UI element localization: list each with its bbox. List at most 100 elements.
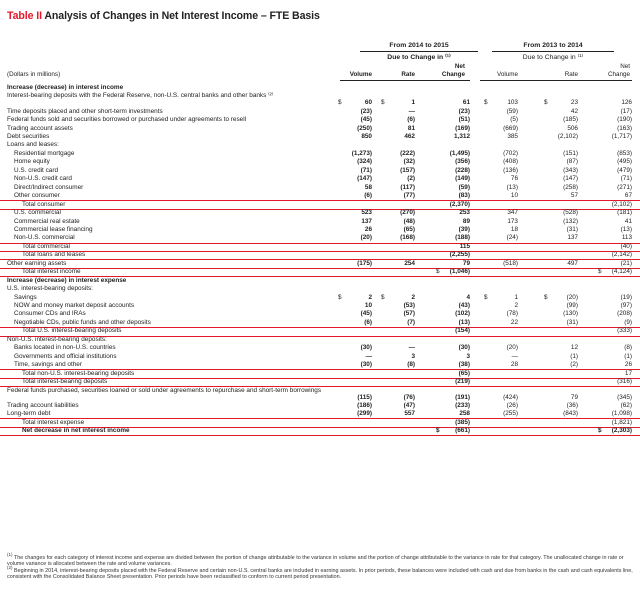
cell-value: (356) (455, 158, 470, 166)
row-label: Debt securities (7, 133, 50, 140)
cell-value: (528) (563, 209, 578, 217)
cell-value: (6) (407, 116, 415, 124)
row-label: Non-U.S. commercial (14, 234, 75, 242)
dollar-sign: $ (381, 99, 385, 107)
dollar-sign: $ (484, 99, 488, 107)
cell-value: 79 (462, 259, 470, 267)
row-label: Increase (decrease) in interest income (7, 84, 124, 91)
cell-value: 1 (411, 99, 415, 107)
table-title-text: Analysis of Changes in Net Interest Inco… (44, 10, 320, 22)
cell-value: 254 (404, 259, 415, 267)
cell-value: 28 (510, 361, 518, 369)
cell-value: (151) (563, 149, 578, 157)
cell-value: (2) (570, 361, 578, 369)
dollar-sign: $ (484, 293, 488, 301)
table-row: Trading account liabilities (186) (47) (233… (0, 402, 640, 410)
cell-value: (2,102) (611, 200, 632, 208)
col-header-volume-2014: Volume (496, 71, 518, 78)
cell-value: (30) (360, 344, 372, 352)
row-label: Banks located in non-U.S. countries (14, 344, 116, 352)
cell-value: (2,102) (557, 133, 578, 140)
col-header-net-2015: Net (454, 63, 465, 70)
cell-value: 79 (570, 393, 578, 401)
cell-value: (228) (455, 166, 470, 174)
table-title: Table II Analysis of Changes in Net Inte… (7, 10, 320, 22)
cell-value: (219) (455, 378, 470, 386)
cell-value: 1 (514, 293, 518, 301)
col-header-net-2014: Net (620, 63, 630, 70)
row-label: Trading account assets (7, 124, 73, 132)
footnote-text: Beginning in 2014, interest-bearing depo… (7, 567, 633, 581)
row-label: Trading account liabilities (7, 401, 79, 409)
cell-value: (31) (566, 225, 578, 233)
table-row: Negotiable CDs, public funds and other d… (0, 318, 640, 329)
table-row: NOW and money market deposit accounts 10 (… (0, 302, 640, 310)
group-header-2013-2014: From 2013 to 2014 Due to Change in ⁽¹⁾ (492, 42, 614, 61)
cell-value: (13) (620, 225, 632, 233)
cell-value: 58 (364, 183, 372, 191)
row-label: Other consumer (14, 192, 60, 200)
table-number: Table II (7, 10, 42, 22)
cell-value: 26 (624, 361, 632, 369)
table-row: Trading account assets (250) 81 (169) (669) 5… (0, 125, 640, 133)
cell-value: (26) (506, 401, 518, 409)
cell-value: 18 (510, 225, 518, 233)
col-header-rate-2015: Rate (401, 71, 415, 78)
cell-value: (65) (403, 225, 415, 233)
cell-value: (31) (566, 318, 578, 326)
cell-value: (669) (503, 124, 518, 132)
cell-value: (385) (455, 418, 470, 426)
dollar-sign: $ (338, 293, 342, 301)
cell-value: 103 (507, 99, 518, 107)
cell-value: (19) (620, 293, 632, 301)
table-row: Other consumer (6) (77) (83) 10 57 67 (0, 192, 640, 202)
row-label: U.S. interest-bearing deposits: (7, 285, 93, 293)
cell-value: (149) (455, 175, 470, 183)
cell-value: — (511, 352, 518, 360)
cell-value: (9) (624, 318, 632, 326)
table-row: Loans and leases: (0, 141, 640, 149)
cell-value: (222) (400, 149, 415, 157)
col-header-rate-2014: Rate (564, 71, 578, 78)
cell-value: 10 (364, 302, 372, 309)
row-label: Total commercial (22, 242, 70, 250)
cell-value: (157) (400, 166, 415, 174)
cell-value: (2,255) (449, 251, 470, 259)
dollar-sign: $ (544, 293, 548, 301)
table-row: Commercial lease financing 26 (65) (39) 18 (3… (0, 226, 640, 234)
cell-value: (147) (357, 175, 372, 183)
cell-value: (21) (620, 259, 632, 267)
cell-value: (24) (506, 234, 518, 242)
table-row: Banks located in non-U.S. countries (30) —… (0, 344, 640, 352)
table-row: Federal funds sold and securities borrow… (0, 116, 640, 124)
cell-value: 2 (514, 302, 518, 309)
cell-value: 113 (621, 234, 632, 242)
table-row: Long-term debt (299) 557 258 (255) (843) (1,09… (0, 410, 640, 420)
table-row: Commercial real estate 137 (48) 89 173 (132) 4… (0, 218, 640, 226)
cell-value: (250) (357, 124, 372, 132)
table-row: Savings $ $ $ $2 2 4 1 (20) (19) (0, 294, 640, 302)
cell-value: (324) (357, 158, 372, 166)
footnote-2: (2) Beginning in 2014, interest-bearing … (7, 565, 635, 581)
cell-value: (661) (455, 427, 470, 435)
cell-value: 4 (466, 293, 470, 301)
header-rule-right (480, 80, 632, 81)
row-label: Federal funds sold and securities borrow… (7, 116, 247, 124)
dollar-sign: $ (598, 427, 602, 435)
table-row: U.S. commercial 523 (270) 253 347 (528) (181) (0, 209, 640, 217)
group-sub-label: Due to Change in ⁽¹⁾ (492, 51, 614, 61)
cell-value: 26 (364, 225, 372, 233)
cell-value: (78) (506, 310, 518, 318)
cell-value: (51) (458, 116, 470, 124)
table-row: Total interest expense (385) (1,821) (0, 419, 640, 428)
cell-value: 557 (404, 410, 415, 418)
cell-value: (147) (563, 175, 578, 183)
cell-value: 115 (459, 242, 470, 250)
table-row: Non-U.S. credit card (147) (2) (149) 76 (147)… (0, 175, 640, 183)
cell-value: 523 (361, 209, 372, 217)
cell-value: 347 (507, 209, 518, 217)
cell-value: (20) (566, 293, 578, 301)
row-label: Increase (decrease) in interest expense (7, 276, 127, 284)
table-row: Federal funds purchased, securities loan… (0, 387, 640, 402)
row-label: Loans and leases: (7, 141, 59, 149)
